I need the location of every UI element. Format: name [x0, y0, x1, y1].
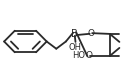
Text: OH: OH	[69, 43, 82, 52]
Text: B: B	[71, 29, 78, 39]
Text: O: O	[85, 51, 92, 60]
Text: HO: HO	[72, 51, 85, 60]
Text: O: O	[87, 29, 94, 38]
